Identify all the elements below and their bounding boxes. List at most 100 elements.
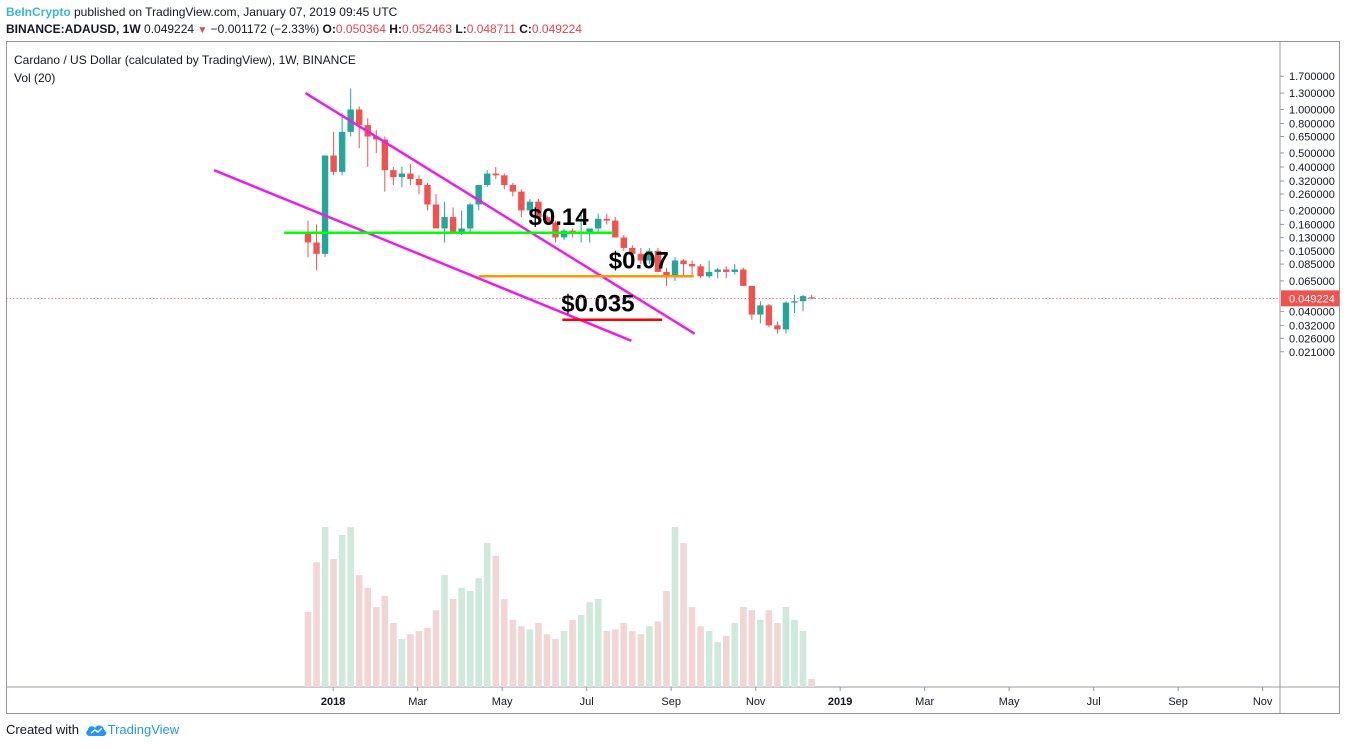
- candle-body: [629, 247, 636, 254]
- y-tick-label: 0.021000: [1289, 347, 1335, 359]
- high-label: H:: [389, 22, 402, 36]
- volume-bar: [313, 562, 320, 687]
- candle-body: [612, 220, 619, 238]
- volume-bar: [372, 607, 380, 687]
- ohlc-header: BINANCE:ADAUSD, 1W 0.049224 ▼ −0.001172 …: [6, 22, 582, 36]
- support-0035-label: $0.035: [561, 291, 634, 318]
- author-link[interactable]: BeInCrypto: [6, 5, 71, 19]
- candle-body: [449, 217, 457, 233]
- y-tick-label: 1.700000: [1289, 71, 1335, 83]
- time-axis: 2018 Mar May Jul Sep Nov 2019 Mar May Jul Sep Nov: [321, 687, 1273, 708]
- volume-bar: [697, 626, 704, 687]
- y-tick-label: 0.085000: [1289, 259, 1335, 271]
- volume-indicator-label: Vol (20): [14, 71, 55, 85]
- y-tick-label: 0.032000: [1289, 320, 1335, 332]
- x-tick-label: 2018: [321, 696, 345, 708]
- candle-body: [586, 228, 593, 233]
- volume-bar: [663, 591, 670, 687]
- candle-body: [671, 260, 679, 277]
- candle-body: [390, 170, 397, 178]
- close-label: C:: [519, 22, 532, 36]
- candle-body: [705, 271, 713, 277]
- volume-bar: [543, 634, 551, 687]
- volume-bar: [432, 610, 440, 687]
- volume-bar: [492, 555, 500, 687]
- down-arrow-icon: ▼: [197, 25, 208, 36]
- y-tick-label: 1.000000: [1289, 105, 1335, 117]
- volume-bar: [594, 599, 602, 687]
- price-chart[interactable]: $0.14 $0.07 $0.035 1.700000 1.300000 1.00000…: [6, 41, 1340, 714]
- volume-bar: [390, 623, 397, 687]
- candle-body: [466, 204, 474, 229]
- volume-bar: [449, 599, 457, 687]
- candle-body: [330, 155, 337, 172]
- x-tick-label: Sep: [1168, 696, 1188, 708]
- candle-body: [415, 179, 423, 186]
- volume-bar: [629, 631, 636, 687]
- candle-body: [441, 217, 448, 229]
- candle-body: [688, 264, 696, 267]
- candle-body: [774, 325, 781, 330]
- candle-body: [654, 250, 662, 272]
- candle-body: [338, 131, 346, 172]
- volume-bar: [501, 599, 508, 687]
- footer: Created with TradingView: [6, 722, 179, 737]
- candle-body: [535, 201, 542, 218]
- candle-body: [484, 173, 491, 186]
- volume-bar: [518, 626, 525, 687]
- open-value: 0.050364: [335, 22, 386, 36]
- volume-bar: [603, 631, 611, 687]
- candle-body: [543, 217, 551, 223]
- candle-body: [714, 269, 721, 272]
- volume-bar: [321, 527, 329, 687]
- change-value: −0.001172 (−2.33%): [210, 22, 320, 36]
- volume-bar: [688, 607, 696, 687]
- support-007-label: $0.07: [609, 247, 669, 274]
- y-tick-label: 0.500000: [1289, 148, 1335, 160]
- candle-body: [757, 305, 764, 315]
- published-header: BeInCrypto published on TradingView.com,…: [6, 5, 397, 19]
- volume-bar: [364, 587, 372, 687]
- volume-bar: [458, 587, 465, 687]
- x-tick-label: Jul: [1087, 696, 1101, 708]
- candle-body: [637, 253, 645, 261]
- volume-bar: [774, 623, 781, 687]
- y-tick-label: 0.800000: [1289, 118, 1335, 130]
- volume-bar: [611, 629, 619, 687]
- candle-body: [424, 185, 431, 205]
- volume-bar: [739, 607, 747, 687]
- volume-bar: [714, 642, 721, 687]
- candle-body: [740, 269, 747, 286]
- support-014-label: $0.14: [529, 204, 590, 231]
- candle-body: [356, 109, 363, 126]
- x-tick-label: Mar: [408, 696, 427, 708]
- volume-bar: [680, 543, 687, 687]
- y-tick-label: 0.400000: [1289, 162, 1335, 174]
- y-tick-label: 0.320000: [1289, 176, 1335, 188]
- volume-bar: [569, 619, 576, 687]
- candle-body: [603, 218, 610, 221]
- volume-bar: [620, 623, 628, 687]
- volume-bar: [483, 543, 491, 687]
- chart-container[interactable]: $0.14 $0.07 $0.035 1.700000 1.300000 1.00000…: [6, 41, 1340, 714]
- x-tick-label: Nov: [1253, 696, 1273, 708]
- tradingview-link[interactable]: TradingView: [107, 722, 180, 737]
- volume-bar: [330, 559, 337, 687]
- low-value: 0.048711: [466, 22, 516, 36]
- symbol-label: BINANCE:ADAUSD, 1W: [6, 22, 141, 36]
- candle-body: [646, 250, 653, 261]
- volume-bar: [799, 631, 807, 687]
- open-label: O:: [322, 22, 336, 36]
- y-tick-label: 1.300000: [1289, 88, 1335, 100]
- volume-bar: [671, 527, 679, 687]
- volume-bar: [791, 619, 798, 687]
- candle-body: [620, 237, 627, 248]
- volume-bar: [526, 629, 534, 687]
- y-tick-label: 0.105000: [1289, 246, 1335, 258]
- volume-bar: [338, 535, 346, 687]
- volume-bar: [475, 578, 482, 687]
- candle-body: [501, 175, 508, 186]
- low-label: L:: [455, 22, 467, 36]
- volume-bar: [654, 621, 662, 687]
